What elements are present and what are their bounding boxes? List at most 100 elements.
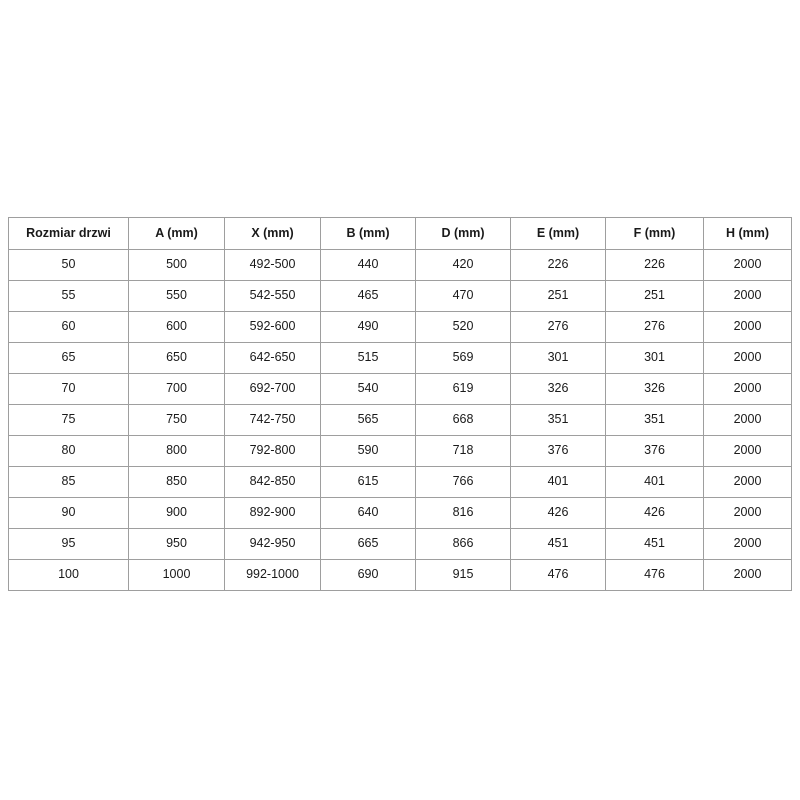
table-cell: 90 (8, 497, 129, 529)
table-row: 75 750 742-750 565 668 351 351 2000 (8, 404, 792, 436)
table-cell: 2000 (703, 404, 792, 436)
column-header-e: E (mm) (510, 217, 606, 250)
table-cell: 700 (128, 373, 225, 405)
table-cell: 540 (320, 373, 416, 405)
table-cell: 60 (8, 311, 129, 343)
table-container: Rozmiar drzwi A (mm) X (mm) B (mm) D (mm… (8, 217, 792, 591)
table-cell: 750 (128, 404, 225, 436)
table-cell: 619 (415, 373, 511, 405)
table-cell: 401 (605, 466, 704, 498)
table-cell: 65 (8, 342, 129, 374)
table-row: 95 950 942-950 665 866 451 451 2000 (8, 528, 792, 560)
table-row: 80 800 792-800 590 718 376 376 2000 (8, 435, 792, 467)
column-header-door-size: Rozmiar drzwi (8, 217, 129, 250)
table-cell: 80 (8, 435, 129, 467)
table-row: 50 500 492-500 440 420 226 226 2000 (8, 249, 792, 281)
table-cell: 351 (510, 404, 606, 436)
table-cell: 615 (320, 466, 416, 498)
table-cell: 2000 (703, 280, 792, 312)
table-cell: 850 (128, 466, 225, 498)
table-cell: 476 (510, 559, 606, 591)
table-cell: 440 (320, 249, 416, 281)
table-cell: 470 (415, 280, 511, 312)
table-cell: 326 (605, 373, 704, 405)
table-cell: 942-950 (224, 528, 321, 560)
column-header-x: X (mm) (224, 217, 321, 250)
table-cell: 2000 (703, 528, 792, 560)
table-cell: 569 (415, 342, 511, 374)
table-cell: 668 (415, 404, 511, 436)
table-cell: 520 (415, 311, 511, 343)
table-cell: 866 (415, 528, 511, 560)
table-cell: 915 (415, 559, 511, 591)
column-header-b: B (mm) (320, 217, 416, 250)
table-cell: 85 (8, 466, 129, 498)
table-row: 85 850 842-850 615 766 401 401 2000 (8, 466, 792, 498)
table-cell: 251 (510, 280, 606, 312)
table-cell: 326 (510, 373, 606, 405)
table-row: 65 650 642-650 515 569 301 301 2000 (8, 342, 792, 374)
table-cell: 950 (128, 528, 225, 560)
table-cell: 376 (605, 435, 704, 467)
table-cell: 55 (8, 280, 129, 312)
table-cell: 492-500 (224, 249, 321, 281)
table-cell: 226 (605, 249, 704, 281)
table-cell: 665 (320, 528, 416, 560)
table-cell: 351 (605, 404, 704, 436)
table-cell: 301 (605, 342, 704, 374)
table-cell: 842-850 (224, 466, 321, 498)
table-cell: 251 (605, 280, 704, 312)
table-cell: 2000 (703, 311, 792, 343)
table-cell: 992-1000 (224, 559, 321, 591)
table-cell: 75 (8, 404, 129, 436)
table-cell: 426 (510, 497, 606, 529)
table-cell: 592-600 (224, 311, 321, 343)
table-cell: 2000 (703, 373, 792, 405)
column-header-f: F (mm) (605, 217, 704, 250)
table-cell: 50 (8, 249, 129, 281)
table-cell: 800 (128, 435, 225, 467)
table-cell: 642-650 (224, 342, 321, 374)
table-cell: 451 (605, 528, 704, 560)
table-cell: 420 (415, 249, 511, 281)
table-body: 50 500 492-500 440 420 226 226 2000 55 550 542-550… (8, 249, 792, 591)
table-cell: 301 (510, 342, 606, 374)
table-cell: 742-750 (224, 404, 321, 436)
table-cell: 690 (320, 559, 416, 591)
table-cell: 2000 (703, 342, 792, 374)
column-header-a: A (mm) (128, 217, 225, 250)
table-cell: 2000 (703, 466, 792, 498)
table-cell: 276 (510, 311, 606, 343)
table-cell: 2000 (703, 497, 792, 529)
table-cell: 590 (320, 435, 416, 467)
table-row: 60 600 592-600 490 520 276 276 2000 (8, 311, 792, 343)
table-cell: 276 (605, 311, 704, 343)
table-cell: 600 (128, 311, 225, 343)
table-cell: 692-700 (224, 373, 321, 405)
table-cell: 640 (320, 497, 416, 529)
table-cell: 792-800 (224, 435, 321, 467)
table-cell: 650 (128, 342, 225, 374)
table-row: 100 1000 992-1000 690 915 476 476 2000 (8, 559, 792, 591)
table-cell: 900 (128, 497, 225, 529)
column-header-d: D (mm) (415, 217, 511, 250)
table-header: Rozmiar drzwi A (mm) X (mm) B (mm) D (mm… (8, 217, 792, 250)
table-cell: 70 (8, 373, 129, 405)
table-row: 90 900 892-900 640 816 426 426 2000 (8, 497, 792, 529)
table-cell: 490 (320, 311, 416, 343)
table-cell: 816 (415, 497, 511, 529)
table-cell: 2000 (703, 559, 792, 591)
table-cell: 565 (320, 404, 416, 436)
table-cell: 500 (128, 249, 225, 281)
table-cell: 451 (510, 528, 606, 560)
table-cell: 718 (415, 435, 511, 467)
table-row: 70 700 692-700 540 619 326 326 2000 (8, 373, 792, 405)
table-cell: 226 (510, 249, 606, 281)
table-cell: 376 (510, 435, 606, 467)
table-row: 55 550 542-550 465 470 251 251 2000 (8, 280, 792, 312)
table-cell: 542-550 (224, 280, 321, 312)
table-cell: 515 (320, 342, 416, 374)
table-cell: 550 (128, 280, 225, 312)
table-cell: 476 (605, 559, 704, 591)
